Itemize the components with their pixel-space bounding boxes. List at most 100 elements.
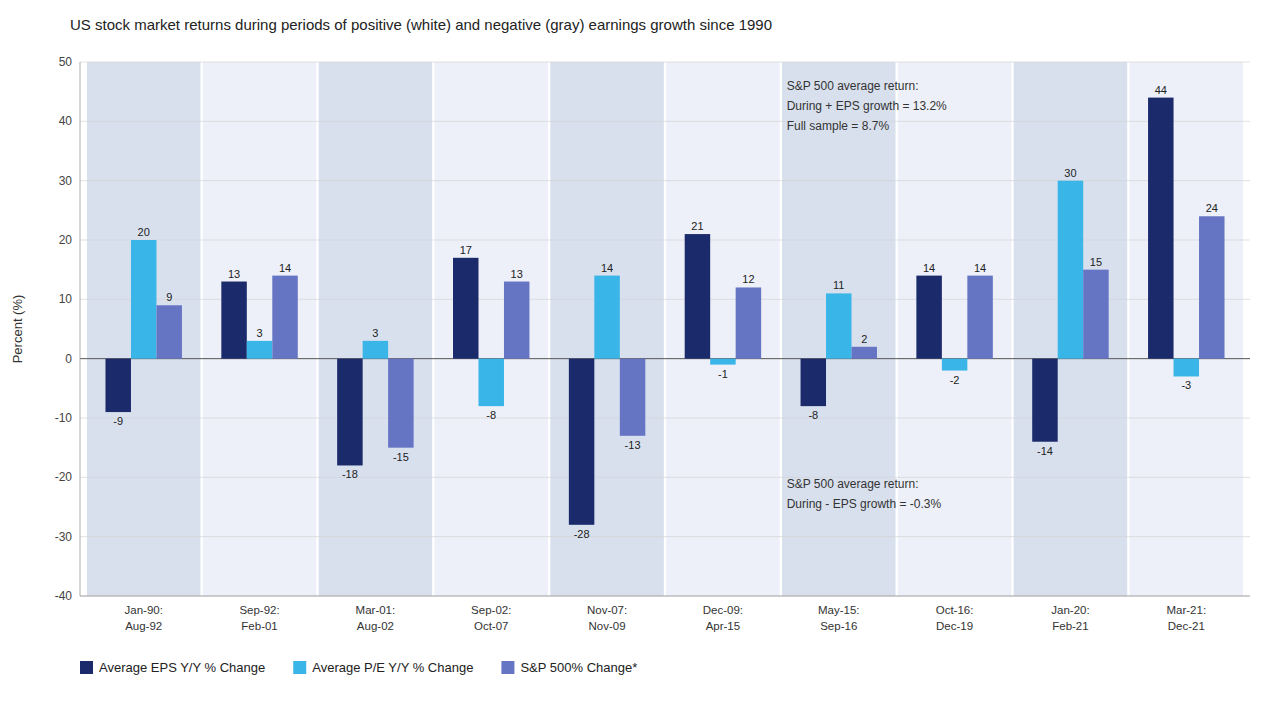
data-label: -2 [950,374,960,386]
shading [87,62,1243,596]
bar [453,258,478,359]
x-tick-label-line: Nov-07: [587,604,627,616]
data-label: 24 [1206,202,1218,214]
bar [1174,359,1199,377]
x-tick-label: Sep-92: Feb-01 [239,604,279,632]
data-label: -15 [393,451,409,463]
bar [221,282,246,359]
annotation-line: S&P 500 average return: [787,79,919,93]
y-tick-label: 40 [59,114,73,128]
data-label: -28 [574,528,590,540]
data-label: 14 [974,262,986,274]
data-labels: -913-1817-2821-814-14442033-814-111-230-… [113,84,1218,540]
data-label: 12 [742,273,754,285]
period-shade [1130,62,1244,596]
y-axis-label: Percent (%) [10,295,25,364]
period-shade [1014,62,1128,596]
period-shade [898,62,1012,596]
data-label: -14 [1037,445,1053,457]
y-tick-label: -10 [55,411,73,425]
x-tick-label-line: Sep-16 [820,620,857,632]
x-tick-label: Oct-16: Dec-19 [936,604,974,632]
bar [272,276,297,359]
bar [852,347,877,359]
x-tick-label: Dec-09:Apr-15 [703,604,743,632]
bar [156,305,181,358]
data-label: 13 [228,268,240,280]
grid-line [80,536,1250,537]
bar [620,359,645,436]
period-shade [666,62,780,596]
annotation: S&P 500 average return: During - EPS grow… [787,477,942,511]
y-tick-label: -30 [55,530,73,544]
x-tick-label-line: Jan-20: [1051,604,1089,616]
legend-swatch [501,661,514,674]
x-tick-label: Jan-20: Feb-21 [1051,604,1089,632]
bar [105,359,130,412]
x-tick-label-line: Aug-92 [125,620,162,632]
bar [1032,359,1057,442]
data-label: 13 [511,268,523,280]
legend-label: S&P 500% Change* [520,660,637,675]
data-label: 2 [861,333,867,345]
x-tick-label-line: Dec-21 [1168,620,1205,632]
bar [594,276,619,359]
bar [388,359,413,448]
x-tick-label-line: Oct-16: [936,604,974,616]
data-label: 11 [833,279,844,291]
x-tick-label-line: Oct-07 [474,620,509,632]
chart: -40-30-20-1001020304050Percent (%)-913-1… [0,0,1280,720]
grid-line [80,62,1250,63]
bar [1083,270,1108,359]
x-tick-label: Jan-90:Aug-92 [125,604,163,632]
period-shade [782,62,896,596]
data-label: 14 [923,262,935,274]
data-label: 9 [166,291,172,303]
x-tick-label-line: May-15: [818,604,860,616]
y-tick-label: -20 [55,470,73,484]
period-shade [87,62,201,596]
y-tick-label: 30 [59,174,73,188]
annotation-line: During + EPS growth = 13.2% [787,99,947,113]
bar [1148,98,1173,359]
data-label: -9 [113,415,123,427]
x-tick-label: Mar-21:Dec-21 [1166,604,1206,632]
data-label: -8 [486,409,496,421]
x-tick-label: Sep-02: Oct-07 [471,604,511,632]
data-label: 15 [1090,256,1102,268]
legend: Average EPS Y/Y % ChangeAverage P/E Y/Y … [80,660,637,675]
legend-label: Average P/E Y/Y % Change [312,660,473,675]
x-axis-line [80,596,1250,597]
x-tick-label: May-15: Sep-16 [818,604,860,632]
bar [247,341,272,359]
y-tick-label: 10 [59,292,73,306]
bar [826,293,851,358]
bar [736,287,761,358]
period-shade [203,62,317,596]
bar [131,240,156,359]
legend-swatch [293,661,306,674]
data-label: 3 [256,327,262,339]
x-tick-label-line: Feb-21 [1052,620,1088,632]
x-tick-label-line: Feb-01 [241,620,277,632]
grid [80,62,1250,596]
data-label: 17 [460,244,472,256]
bar [1058,181,1083,359]
grid-line [80,418,1250,419]
x-tick-label-line: Mar-01: [356,604,396,616]
data-label: 20 [138,226,150,238]
x-tick-label-line: Nov-09 [589,620,626,632]
x-tick-label-line: Dec-19 [936,620,973,632]
annotation-line: During - EPS growth = -0.3% [787,497,942,511]
legend-swatch [80,661,93,674]
y-axis-line [80,62,81,596]
annotation-line: S&P 500 average return: [787,477,919,491]
period-shade [434,62,548,596]
data-label: -3 [1181,379,1191,391]
data-label: 44 [1155,84,1167,96]
x-tick-label-line: Apr-15 [706,620,741,632]
bar [916,276,941,359]
bar [363,341,388,359]
x-tick-label-line: Sep-02: [471,604,511,616]
x-tick-label-line: Sep-92: [239,604,279,616]
